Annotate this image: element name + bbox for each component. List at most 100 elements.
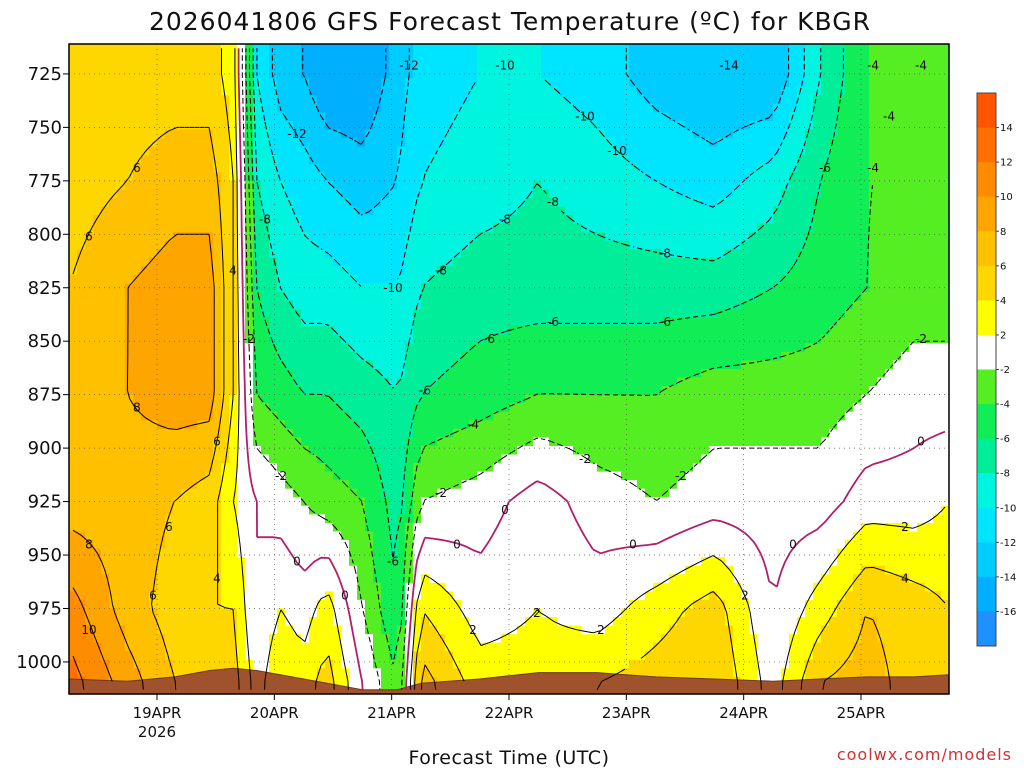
- temperature-cell: [589, 403, 598, 413]
- temperature-cell: [781, 61, 790, 71]
- temperature-cell: [373, 300, 382, 310]
- temperature-cell: [797, 129, 806, 139]
- temperature-cell: [733, 223, 742, 233]
- temperature-cell: [877, 309, 886, 319]
- temperature-cell: [197, 78, 206, 88]
- temperature-cell: [93, 44, 102, 54]
- temperature-cell: [293, 394, 302, 404]
- temperature-cell: [901, 223, 910, 233]
- temperature-cell: [661, 61, 670, 71]
- temperature-cell: [221, 232, 230, 242]
- temperature-cell: [661, 215, 670, 225]
- temperature-cell: [717, 317, 726, 327]
- temperature-cell: [941, 86, 950, 96]
- temperature-cell: [781, 343, 790, 353]
- temperature-cell: [845, 206, 854, 216]
- temperature-cell: [557, 411, 566, 421]
- temperature-cell: [845, 172, 854, 182]
- temperature-cell: [869, 266, 878, 276]
- temperature-cell: [373, 172, 382, 182]
- temperature-cell: [493, 249, 502, 259]
- temperature-cell: [117, 403, 126, 413]
- temperature-cell: [293, 112, 302, 122]
- temperature-cell: [789, 155, 798, 165]
- temperature-cell: [885, 120, 894, 131]
- temperature-cell: [125, 300, 134, 310]
- temperature-cell: [765, 232, 774, 242]
- temperature-cell: [789, 146, 798, 156]
- temperature-cell: [877, 257, 886, 267]
- temperature-cell: [621, 377, 630, 387]
- temperature-cell: [765, 309, 774, 319]
- temperature-cell: [397, 95, 406, 105]
- temperature-cell: [317, 163, 326, 173]
- temperature-cell: [493, 206, 502, 216]
- temperature-cell: [525, 360, 534, 370]
- temperature-cell: [69, 129, 78, 139]
- temperature-cell: [501, 240, 510, 250]
- temperature-cell: [757, 403, 766, 413]
- temperature-cell: [69, 189, 78, 199]
- temperature-cell: [677, 44, 686, 54]
- temperature-cell: [653, 61, 662, 71]
- temperature-cell: [853, 266, 862, 276]
- temperature-cell: [357, 411, 366, 421]
- temperature-cell: [141, 61, 150, 71]
- temperature-cell: [453, 266, 462, 276]
- temperature-cell: [733, 292, 742, 302]
- temperature-cell: [845, 197, 854, 208]
- temperature-cell: [701, 309, 710, 319]
- temperature-cell: [317, 300, 326, 310]
- temperature-cell: [789, 309, 798, 319]
- temperature-cell: [885, 386, 894, 396]
- temperature-cell: [445, 309, 454, 319]
- temperature-cell: [789, 326, 798, 336]
- temperature-cell: [197, 403, 206, 413]
- temperature-cell: [717, 403, 726, 413]
- temperature-cell: [781, 411, 790, 421]
- temperature-cell: [877, 420, 886, 430]
- temperature-cell: [533, 232, 542, 242]
- temperature-cell: [261, 309, 270, 319]
- temperature-cell: [109, 138, 118, 148]
- temperature-cell: [109, 369, 118, 379]
- temperature-cell: [597, 309, 606, 319]
- temperature-cell: [693, 112, 702, 122]
- temperature-cell: [677, 232, 686, 242]
- temperature-cell: [213, 343, 222, 353]
- temperature-cell: [573, 386, 582, 396]
- temperature-cell: [621, 172, 630, 182]
- temperature-cell: [541, 274, 550, 285]
- temperature-cell: [381, 326, 390, 336]
- temperature-cell: [637, 86, 646, 96]
- temperature-cell: [109, 146, 118, 156]
- temperature-cell: [461, 266, 470, 276]
- temperature-cell: [397, 274, 406, 285]
- temperature-cell: [685, 420, 694, 430]
- temperature-cell: [213, 155, 222, 165]
- temperature-cell: [317, 223, 326, 233]
- temperature-cell: [733, 300, 742, 310]
- temperature-cell: [357, 377, 366, 387]
- temperature-cell: [317, 197, 326, 208]
- temperature-cell: [701, 232, 710, 242]
- temperature-cell: [813, 274, 822, 285]
- temperature-cell: [149, 146, 158, 156]
- temperature-cell: [445, 249, 454, 259]
- temperature-cell: [749, 172, 758, 182]
- temperature-cell: [885, 95, 894, 105]
- temperature-cell: [461, 257, 470, 267]
- temperature-cell: [877, 300, 886, 310]
- temperature-cell: [221, 309, 230, 319]
- temperature-cell: [605, 334, 614, 344]
- temperature-cell: [733, 180, 742, 190]
- temperature-cell: [213, 428, 222, 439]
- temperature-cell: [349, 206, 358, 216]
- temperature-cell: [173, 428, 182, 439]
- temperature-cell: [541, 138, 550, 148]
- temperature-cell: [581, 309, 590, 319]
- temperature-cell: [77, 112, 86, 122]
- temperature-cell: [533, 103, 542, 114]
- temperature-cell: [549, 61, 558, 71]
- temperature-cell: [693, 78, 702, 88]
